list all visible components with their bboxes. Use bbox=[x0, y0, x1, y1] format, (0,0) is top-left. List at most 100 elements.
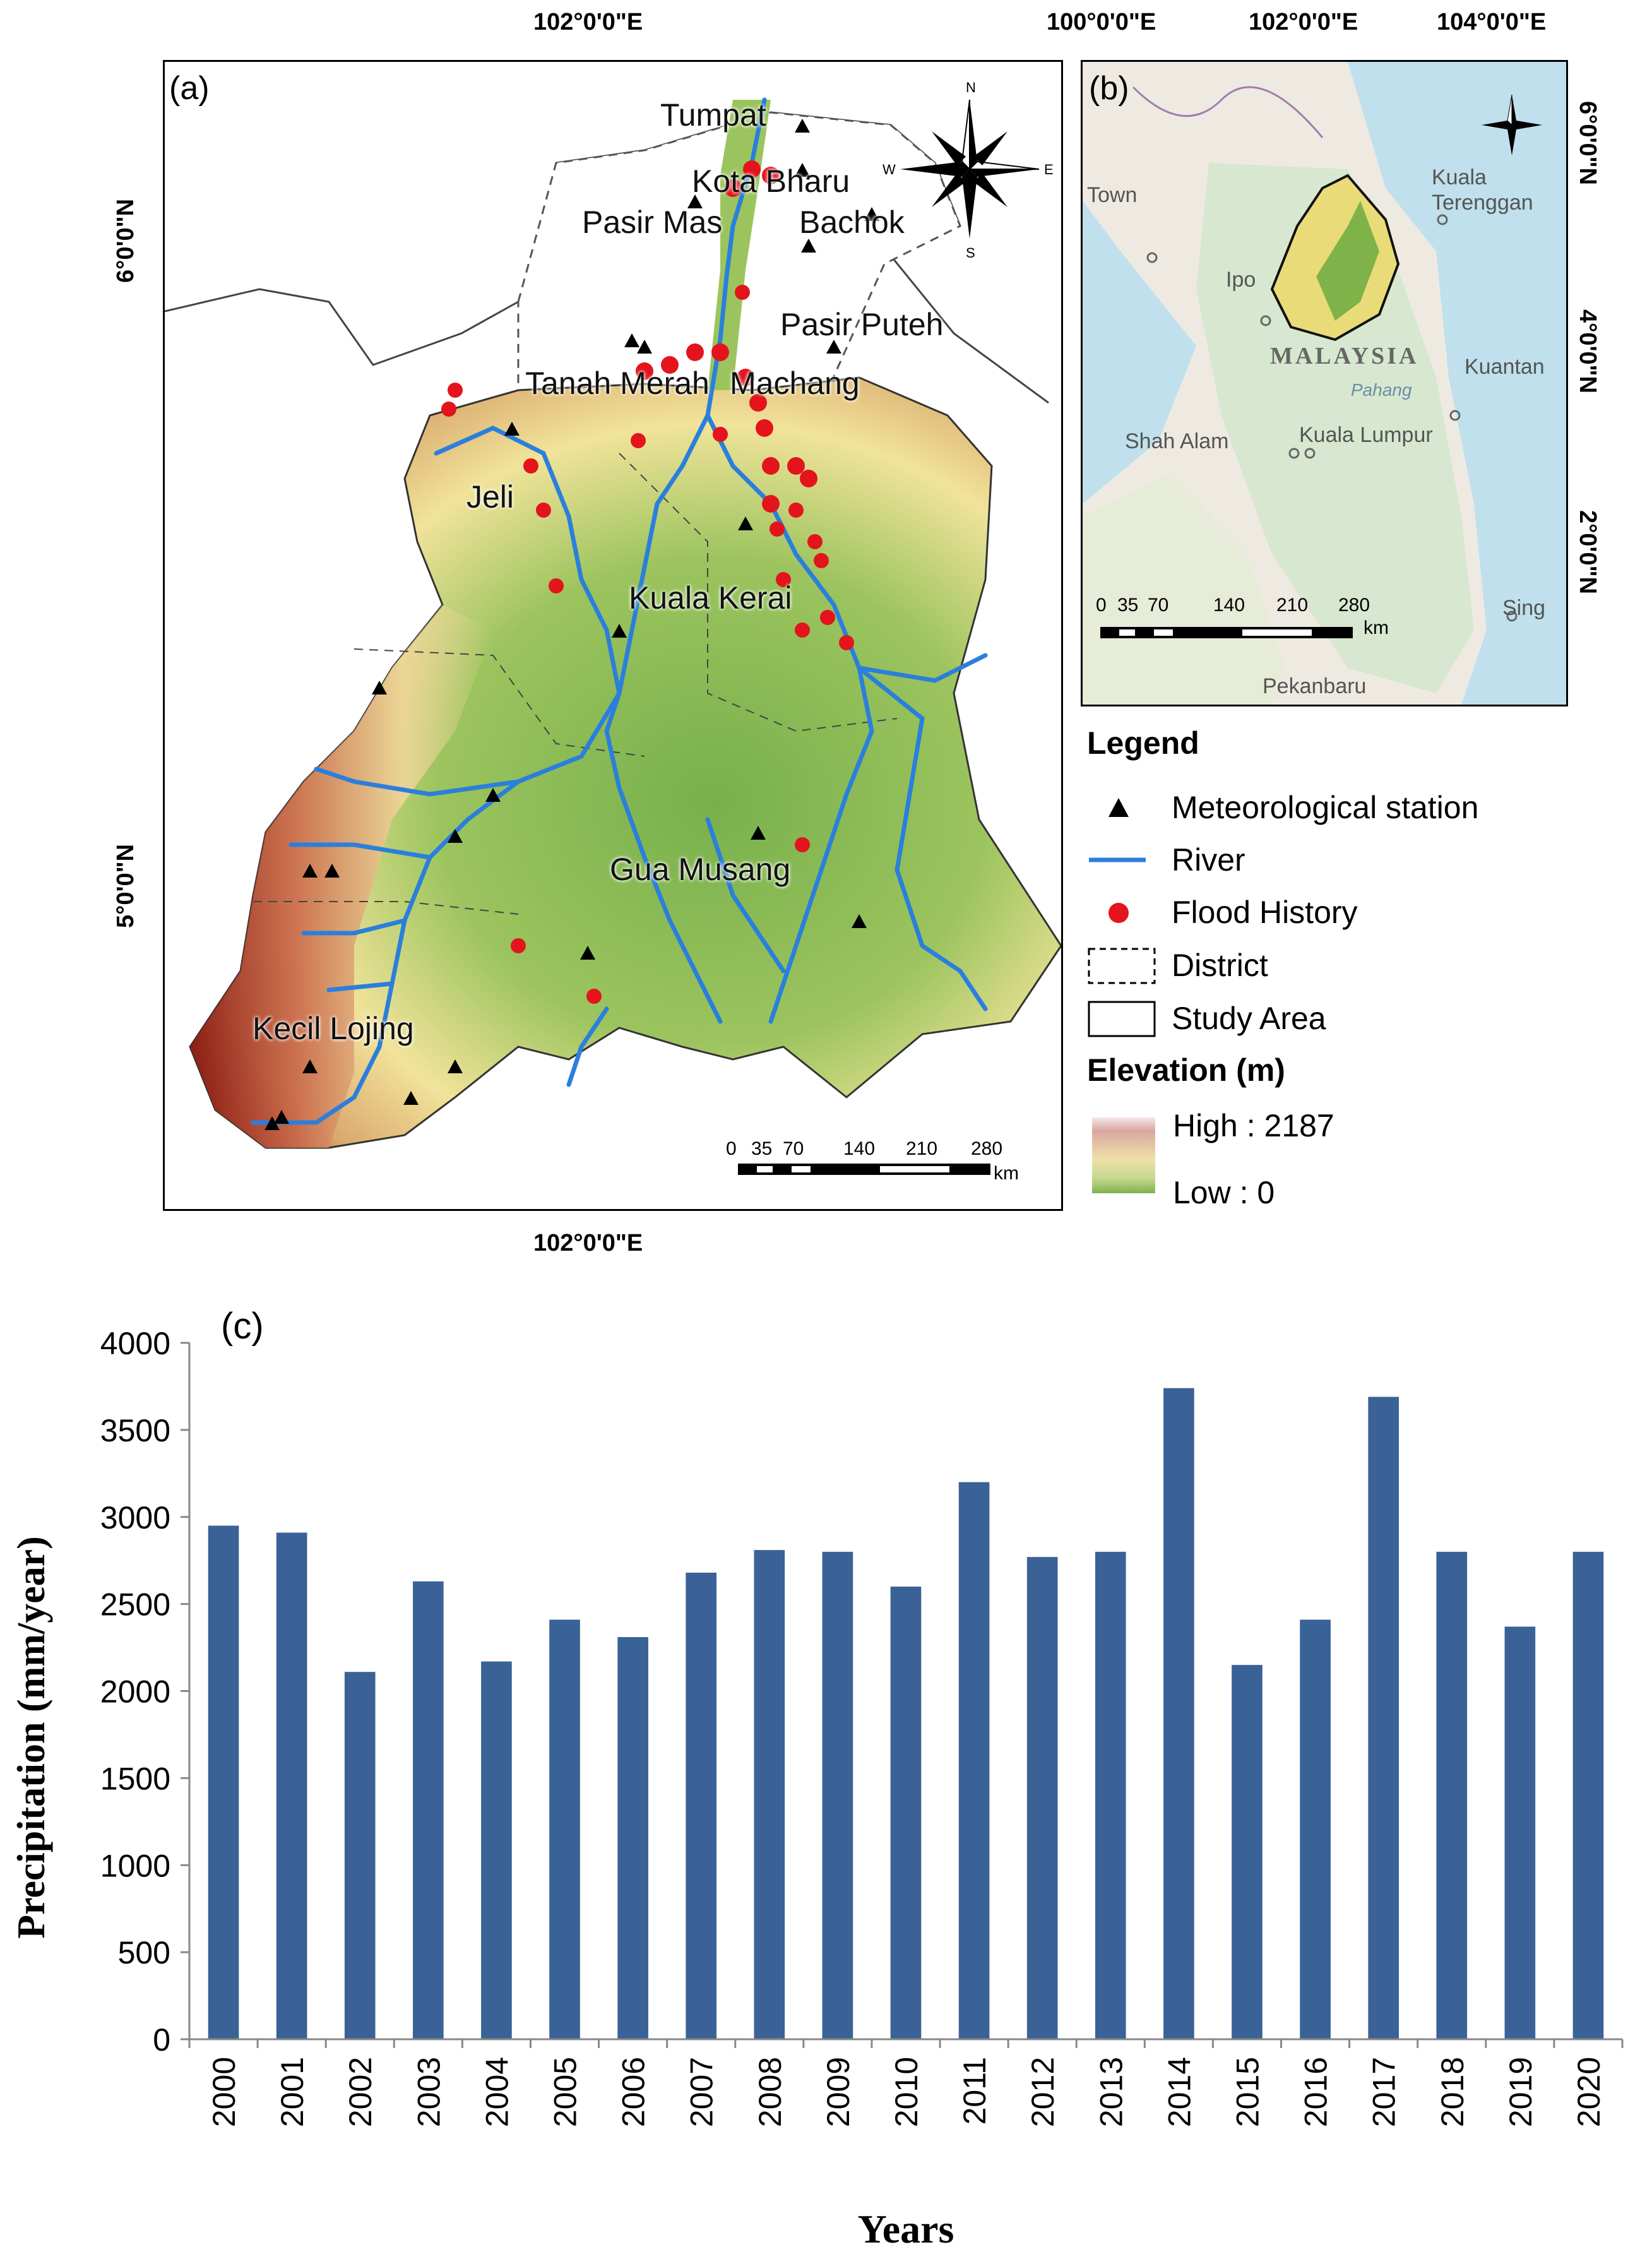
place-label-kota-bharu: Kota Bharu bbox=[692, 164, 850, 199]
y-tick-label: 500 bbox=[118, 1935, 170, 1970]
x-tick-label: 2003 bbox=[411, 2057, 446, 2127]
y-tick-label: 4000 bbox=[100, 1326, 170, 1361]
x-tick-label: 2013 bbox=[1093, 2057, 1129, 2127]
y-tick-label: 2500 bbox=[100, 1587, 170, 1623]
panel-b-lon-104: 104°0'0"E bbox=[1437, 9, 1547, 35]
panel-a-bottom-longitude: 102°0'0"E bbox=[533, 1230, 643, 1256]
bars bbox=[208, 1388, 1604, 2039]
x-tick-label: 2007 bbox=[684, 2057, 720, 2127]
place-label-tanah-merah: Tanah Merah bbox=[525, 366, 710, 401]
district-box-icon bbox=[1088, 948, 1156, 984]
legend-river: River bbox=[1172, 842, 1245, 878]
bar-2001 bbox=[276, 1532, 307, 2039]
chart-panel-label: (c) bbox=[221, 1306, 264, 1347]
legend-study-area: Study Area bbox=[1172, 1001, 1326, 1036]
x-tick-label: 2008 bbox=[752, 2057, 788, 2127]
bar-2005 bbox=[549, 1619, 580, 2039]
y-tick-label: 1500 bbox=[100, 1761, 170, 1796]
panel-b-scale-tick: 280 bbox=[1338, 595, 1370, 616]
district-line bbox=[253, 901, 519, 915]
x-tick-label: 2016 bbox=[1298, 2057, 1334, 2127]
place-label-shah-alam: Shah Alam bbox=[1125, 429, 1229, 453]
neighbour-boundary-east bbox=[871, 232, 1049, 404]
x-tick-label: 2017 bbox=[1367, 2057, 1402, 2127]
river-line-icon bbox=[1089, 857, 1146, 862]
panel-b-scale-tick: 35 bbox=[1117, 595, 1139, 616]
place-label-bachok: Bachok bbox=[799, 205, 905, 240]
svg-text:N: N bbox=[966, 80, 976, 95]
panel-b-scale-tick: 210 bbox=[1276, 595, 1309, 616]
legend-meteorological-station: Meteorological station bbox=[1172, 790, 1479, 825]
y-tick-label: 1000 bbox=[100, 1848, 170, 1883]
panel-a-scale-tick: 280 bbox=[971, 1138, 1003, 1159]
x-axis-title: Years bbox=[858, 2207, 954, 2251]
elevation-title: Elevation (m) bbox=[1087, 1052, 1285, 1088]
panel-a-lat-5: 5°0'0"N bbox=[112, 843, 139, 928]
place-label-kuantan: Kuantan bbox=[1465, 355, 1545, 379]
place-label-gua-musang: Gua Musang bbox=[610, 852, 791, 887]
panel-b-scale-bar bbox=[1100, 627, 1353, 638]
study-area-map: N S W E bbox=[165, 80, 1061, 1175]
panel-a-scale-unit: km bbox=[994, 1163, 1019, 1184]
bar-2010 bbox=[890, 1587, 922, 2039]
north-arrow-icon: N S W E bbox=[882, 80, 1054, 261]
x-tick-label: 2004 bbox=[479, 2057, 514, 2127]
bar-2007 bbox=[686, 1572, 717, 2039]
svg-text:E: E bbox=[1044, 162, 1054, 177]
bar-2002 bbox=[344, 1672, 376, 2039]
place-label-kuala-lumpur: Kuala Lumpur bbox=[1299, 423, 1433, 447]
place-label-pasir-mas: Pasir Mas bbox=[582, 205, 723, 240]
svg-text:S: S bbox=[966, 245, 975, 261]
place-label-pahang: Pahang bbox=[1351, 380, 1412, 400]
panel-a-map: N S W E bbox=[163, 60, 1063, 1211]
elevation-ramp bbox=[1092, 1117, 1155, 1193]
study-area bbox=[189, 376, 1061, 1149]
district-line bbox=[619, 453, 898, 732]
bar-2017 bbox=[1368, 1397, 1399, 2039]
bar-2006 bbox=[617, 1637, 648, 2039]
sumatra-land bbox=[1083, 472, 1285, 705]
bar-2018 bbox=[1436, 1551, 1468, 2039]
panel-b-scale-tick: 0 bbox=[1096, 595, 1107, 616]
panel-b-lon-100: 100°0'0"E bbox=[1047, 9, 1156, 35]
peninsula-map bbox=[1083, 62, 1542, 705]
meteorological-station-icon bbox=[1108, 798, 1129, 817]
panel-b-inset-map bbox=[1081, 60, 1568, 706]
bar-2014 bbox=[1163, 1388, 1194, 2039]
place-label-ipoh: Ipo bbox=[1226, 268, 1256, 292]
elevation-high: High : 2187 bbox=[1173, 1108, 1334, 1143]
bar-2000 bbox=[208, 1525, 239, 2039]
place-label-pasir-puteh: Pasir Puteh bbox=[780, 307, 944, 342]
panel-a-scale-tick: 210 bbox=[906, 1138, 938, 1159]
x-tick-label: 2010 bbox=[889, 2057, 924, 2127]
y-tick-label: 3000 bbox=[100, 1500, 170, 1535]
panel-b-lat-4: 4°0'0"N bbox=[1574, 309, 1601, 394]
panel-a-label: (a) bbox=[169, 70, 210, 107]
bar-2019 bbox=[1504, 1626, 1536, 2039]
bar-2015 bbox=[1232, 1665, 1263, 2039]
place-label-town: Town bbox=[1087, 183, 1138, 207]
x-tick-label: 2006 bbox=[616, 2057, 651, 2127]
y-tick-label: 3500 bbox=[100, 1413, 170, 1448]
flood-history-points bbox=[441, 160, 854, 1004]
inset-north-arrow-icon bbox=[1482, 94, 1542, 155]
neighbour-boundary bbox=[165, 288, 519, 366]
x-tick-label: 2001 bbox=[275, 2057, 310, 2127]
panel-b-label: (b) bbox=[1089, 70, 1129, 107]
x-tick-label: 2005 bbox=[548, 2057, 583, 2127]
x-tick-label: 2012 bbox=[1025, 2057, 1061, 2127]
panel-a-scale-tick: 0 bbox=[726, 1138, 737, 1159]
place-label-pekanbaru: Pekanbaru bbox=[1263, 674, 1367, 698]
bar-2004 bbox=[481, 1661, 512, 2039]
bar-2009 bbox=[822, 1551, 853, 2039]
x-tick-label: 2020 bbox=[1571, 2057, 1607, 2127]
place-label-kuala-terengganu-2: Terenggan bbox=[1432, 191, 1533, 215]
bar-2011 bbox=[958, 1482, 990, 2039]
x-tick-label: 2002 bbox=[343, 2057, 378, 2127]
malaysia-green bbox=[1196, 163, 1474, 693]
panel-b-lat-2: 2°0'0"N bbox=[1574, 510, 1601, 595]
panel-a-scale-tick: 70 bbox=[783, 1138, 804, 1159]
x-tick-label: 2014 bbox=[1162, 2057, 1197, 2127]
y-axis-title: Precipitation (mm/year) bbox=[10, 1536, 53, 1939]
place-label-kuala-kerai: Kuala Kerai bbox=[629, 580, 792, 616]
